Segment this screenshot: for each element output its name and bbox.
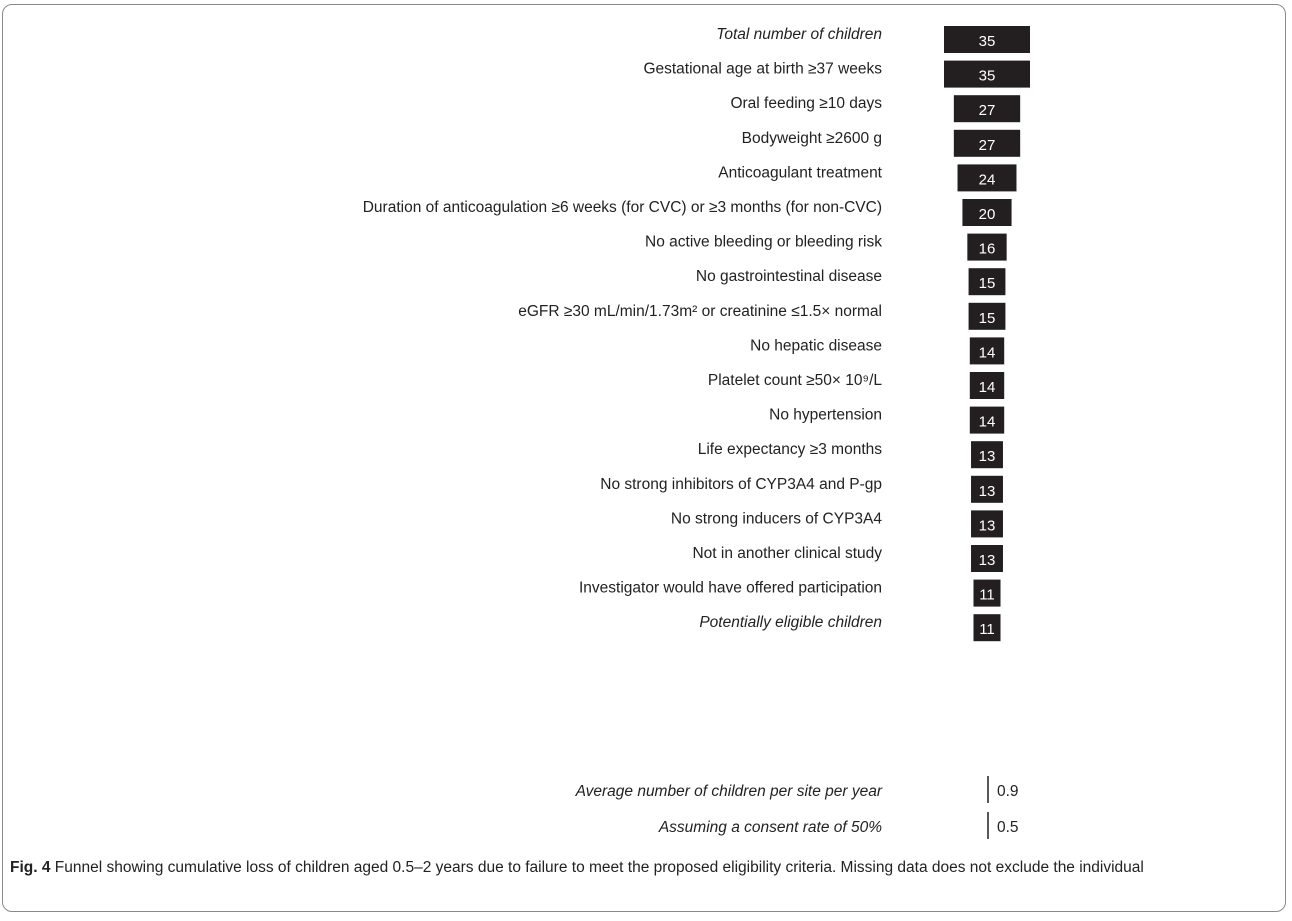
- summary-label: Assuming a consent rate of 50%: [658, 819, 882, 836]
- bar-value-label: 27: [979, 102, 996, 119]
- figure-frame: [2, 4, 1286, 912]
- funnel-bar: [973, 614, 1001, 642]
- funnel-bar: [971, 545, 1003, 572]
- bar-value-label: 27: [979, 137, 996, 154]
- funnel-bar: [944, 26, 1030, 53]
- bar-value-label: 11: [979, 587, 995, 604]
- funnel-bar: [971, 475, 1003, 503]
- funnel-bar: [953, 95, 1021, 123]
- bar-value-label: 15: [979, 275, 996, 292]
- funnel-bar: [957, 164, 1017, 192]
- category-label: Oral feeding ≥10 days: [730, 95, 882, 112]
- category-label: No hypertension: [769, 407, 882, 424]
- category-label: Bodyweight ≥2600 g: [742, 130, 882, 147]
- funnel-bar: [971, 441, 1003, 469]
- funnel-bar: [969, 406, 1005, 434]
- funnel-bar: [944, 60, 1030, 88]
- funnel-bar: [953, 129, 1021, 157]
- funnel-bar: [969, 372, 1005, 399]
- category-label: No active bleeding or bleeding risk: [645, 234, 882, 251]
- category-label: Total number of children: [716, 26, 882, 43]
- category-label: Platelet count ≥50× 10⁹/L: [708, 372, 883, 389]
- category-label: Not in another clinical study: [692, 545, 882, 562]
- summary-value: 0.5: [997, 819, 1019, 836]
- category-label: No strong inhibitors of CYP3A4 and P-gp: [600, 476, 882, 493]
- bar-value-label: 15: [979, 310, 996, 327]
- category-label: Life expectancy ≥3 months: [698, 441, 883, 458]
- bar-value-label: 24: [979, 171, 996, 188]
- category-label: Investigator would have offered particip…: [579, 580, 882, 597]
- funnel-bar: [969, 337, 1005, 365]
- funnel-bar: [971, 510, 1003, 538]
- funnel-bar: [968, 302, 1006, 330]
- category-label: Gestational age at birth ≥37 weeks: [643, 61, 882, 78]
- funnel-chart: Total number of children 35 Gestational ag…: [363, 26, 1030, 839]
- summary-value: 0.9: [997, 783, 1019, 800]
- bar-value-label: 14: [979, 344, 996, 361]
- bar-value-label: 13: [979, 552, 996, 569]
- caption-fig-label: Fig. 4: [10, 859, 51, 876]
- category-label: No gastrointestinal disease: [696, 268, 882, 285]
- bar-value-label: 13: [979, 448, 996, 465]
- bar-value-label: 20: [979, 206, 996, 223]
- caption-text: Funnel showing cumulative loss of childr…: [50, 859, 1144, 876]
- bar-value-label: 14: [979, 414, 996, 431]
- funnel-bar: [968, 268, 1006, 296]
- category-label: No hepatic disease: [750, 337, 882, 354]
- bar-value-label: 35: [979, 33, 996, 50]
- funnel-bar: [973, 579, 1001, 607]
- bar-value-label: 13: [979, 517, 996, 534]
- category-label: No strong inducers of CYP3A4: [671, 510, 882, 527]
- bar-value-label: 35: [979, 68, 996, 85]
- bar-value-label: 11: [979, 621, 995, 638]
- category-label: Anticoagulant treatment: [718, 164, 882, 181]
- bar-value-label: 13: [979, 483, 996, 500]
- bar-value-label: 14: [979, 379, 996, 396]
- bar-value-label: 16: [979, 241, 996, 258]
- summary-label: Average number of children per site per …: [575, 783, 883, 800]
- category-label: eGFR ≥30 mL/min/1.73m² or creatinine ≤1.…: [518, 303, 882, 320]
- figure-caption: Fig. 4 Funnel showing cumulative loss of…: [10, 858, 1278, 878]
- funnel-bar: [962, 199, 1012, 226]
- funnel-bar: [967, 233, 1007, 261]
- category-label: Potentially eligible children: [699, 614, 882, 631]
- category-label: Duration of anticoagulation ≥6 weeks (fo…: [363, 199, 882, 216]
